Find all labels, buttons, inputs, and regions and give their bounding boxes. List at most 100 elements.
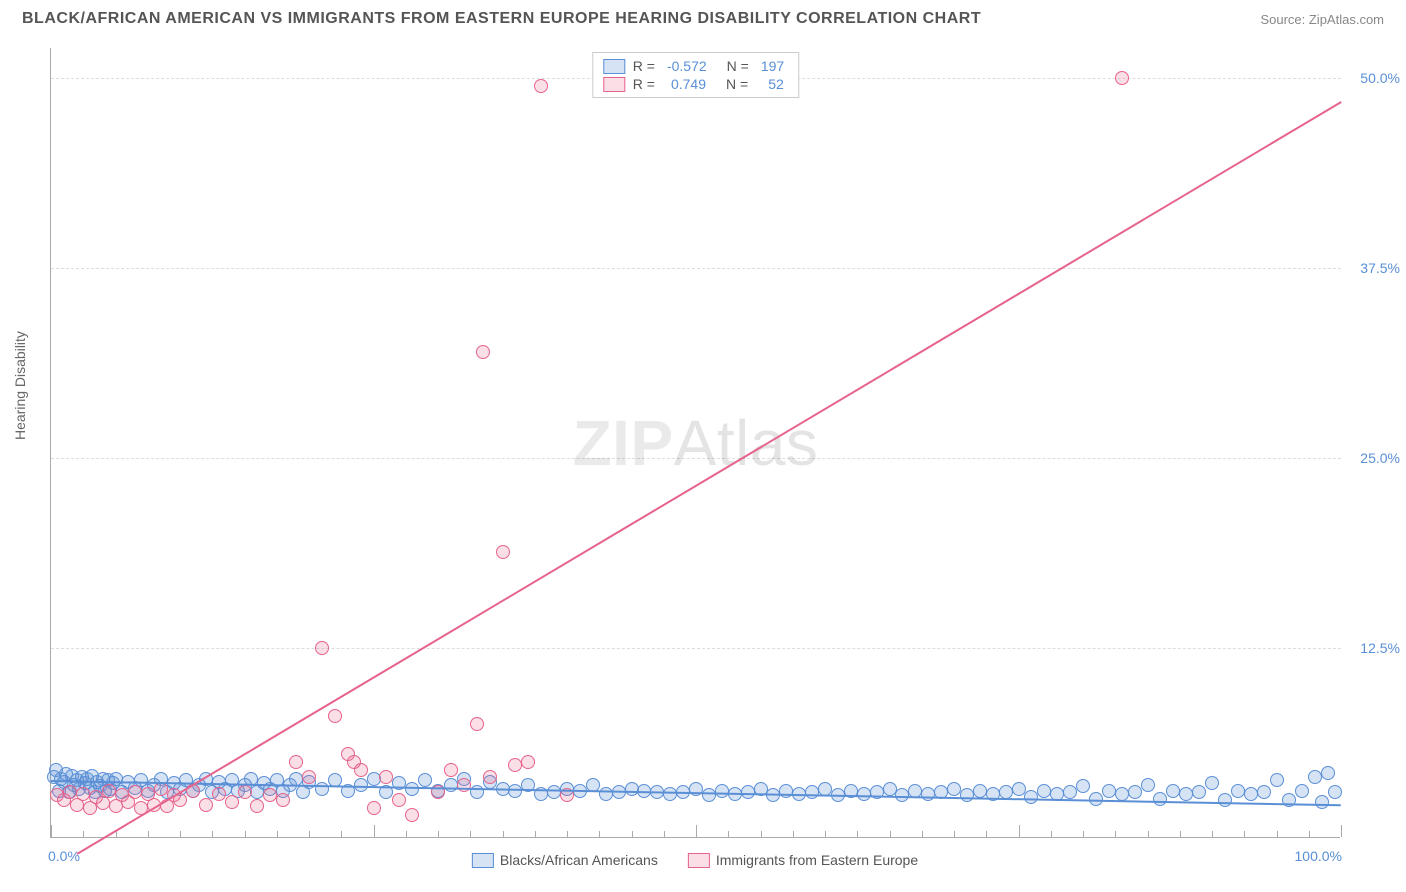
scatter-point-blue	[1037, 784, 1051, 798]
scatter-point-blue	[1218, 793, 1232, 807]
scatter-point-pink	[289, 755, 303, 769]
scatter-point-pink	[328, 709, 342, 723]
x-tick-minor	[1051, 831, 1052, 837]
x-tick-minor	[1180, 831, 1181, 837]
x-tick-minor	[406, 831, 407, 837]
scatter-point-blue	[973, 784, 987, 798]
scatter-point-pink	[470, 717, 484, 731]
source-label: Source: ZipAtlas.com	[1260, 12, 1384, 27]
scatter-point-blue	[857, 787, 871, 801]
x-tick-minor	[664, 831, 665, 837]
x-tick-minor	[632, 831, 633, 837]
scatter-point-blue	[1205, 776, 1219, 790]
x-tick-minor	[180, 831, 181, 837]
gridline	[51, 648, 1341, 649]
scatter-point-blue	[1308, 770, 1322, 784]
legend-row-pink: R = 0.749 N = 52	[603, 75, 788, 93]
scatter-point-blue	[1270, 773, 1284, 787]
scatter-point-blue	[715, 784, 729, 798]
legend-item-pink: Immigrants from Eastern Europe	[688, 852, 918, 868]
scatter-point-blue	[1257, 785, 1271, 799]
x-tick-minor	[148, 831, 149, 837]
swatch-pink	[603, 77, 625, 92]
y-tick-label: 50.0%	[1345, 70, 1400, 86]
scatter-point-blue	[883, 782, 897, 796]
x-tick-minor	[1212, 831, 1213, 837]
scatter-point-pink	[508, 758, 522, 772]
scatter-point-pink	[96, 796, 110, 810]
scatter-point-pink	[225, 795, 239, 809]
scatter-point-pink	[302, 770, 316, 784]
scatter-point-pink	[367, 801, 381, 815]
scatter-point-blue	[921, 787, 935, 801]
x-tick-major	[51, 825, 52, 837]
scatter-point-pink	[276, 793, 290, 807]
scatter-point-pink	[354, 763, 368, 777]
scatter-point-blue	[947, 782, 961, 796]
x-tick-minor	[438, 831, 439, 837]
x-tick-minor	[535, 831, 536, 837]
scatter-point-pink	[315, 641, 329, 655]
x-tick-right: 100.0%	[1295, 848, 1342, 864]
scatter-point-blue	[1321, 766, 1335, 780]
gridline	[51, 268, 1341, 269]
x-tick-minor	[954, 831, 955, 837]
scatter-point-blue	[1115, 787, 1129, 801]
legend-row-blue: R = -0.572 N = 197	[603, 57, 788, 75]
scatter-point-pink	[534, 79, 548, 93]
header-row: BLACK/AFRICAN AMERICAN VS IMMIGRANTS FRO…	[10, 10, 1396, 32]
x-tick-left: 0.0%	[48, 848, 80, 864]
scatter-point-blue	[547, 785, 561, 799]
scatter-point-pink	[496, 545, 510, 559]
chart-container: BLACK/AFRICAN AMERICAN VS IMMIGRANTS FRO…	[0, 0, 1406, 892]
x-tick-minor	[986, 831, 987, 837]
x-tick-minor	[922, 831, 923, 837]
scatter-point-blue	[599, 787, 613, 801]
x-tick-minor	[1309, 831, 1310, 837]
plot-area: ZIPAtlas R = -0.572 N = 197 R = 0.749 N …	[50, 48, 1340, 838]
scatter-point-blue	[1102, 784, 1116, 798]
scatter-point-blue	[405, 782, 419, 796]
x-tick-minor	[1148, 831, 1149, 837]
scatter-point-pink	[392, 793, 406, 807]
plot-wrap: ZIPAtlas R = -0.572 N = 197 R = 0.749 N …	[50, 48, 1340, 838]
scatter-point-blue	[1295, 784, 1309, 798]
x-tick-minor	[793, 831, 794, 837]
x-tick-minor	[728, 831, 729, 837]
x-tick-minor	[761, 831, 762, 837]
scatter-point-blue	[1012, 782, 1026, 796]
scatter-point-blue	[1128, 785, 1142, 799]
scatter-point-pink	[199, 798, 213, 812]
scatter-point-blue	[1244, 787, 1258, 801]
x-tick-major	[1019, 825, 1020, 837]
scatter-point-blue	[663, 787, 677, 801]
chart-title: BLACK/AFRICAN AMERICAN VS IMMIGRANTS FRO…	[22, 10, 981, 28]
x-tick-minor	[341, 831, 342, 837]
x-tick-minor	[503, 831, 504, 837]
scatter-point-blue	[367, 772, 381, 786]
scatter-point-pink	[379, 770, 393, 784]
scatter-point-pink	[483, 770, 497, 784]
x-tick-major	[1341, 825, 1342, 837]
scatter-point-blue	[805, 785, 819, 799]
x-tick-minor	[599, 831, 600, 837]
scatter-point-pink	[154, 782, 168, 796]
scatter-point-blue	[625, 782, 639, 796]
correlation-legend: R = -0.572 N = 197 R = 0.749 N = 52	[592, 52, 799, 98]
y-axis-label: Hearing Disability	[12, 331, 28, 440]
x-tick-minor	[1115, 831, 1116, 837]
x-tick-minor	[825, 831, 826, 837]
swatch-blue	[603, 59, 625, 74]
scatter-point-pink	[521, 755, 535, 769]
scatter-point-blue	[1328, 785, 1342, 799]
x-tick-minor	[470, 831, 471, 837]
scatter-point-blue	[1024, 790, 1038, 804]
scatter-point-pink	[102, 784, 116, 798]
x-tick-minor	[212, 831, 213, 837]
x-tick-minor	[277, 831, 278, 837]
gridline	[51, 458, 1341, 459]
watermark: ZIPAtlas	[573, 406, 819, 480]
x-tick-minor	[567, 831, 568, 837]
x-tick-major	[696, 825, 697, 837]
scatter-point-pink	[250, 799, 264, 813]
